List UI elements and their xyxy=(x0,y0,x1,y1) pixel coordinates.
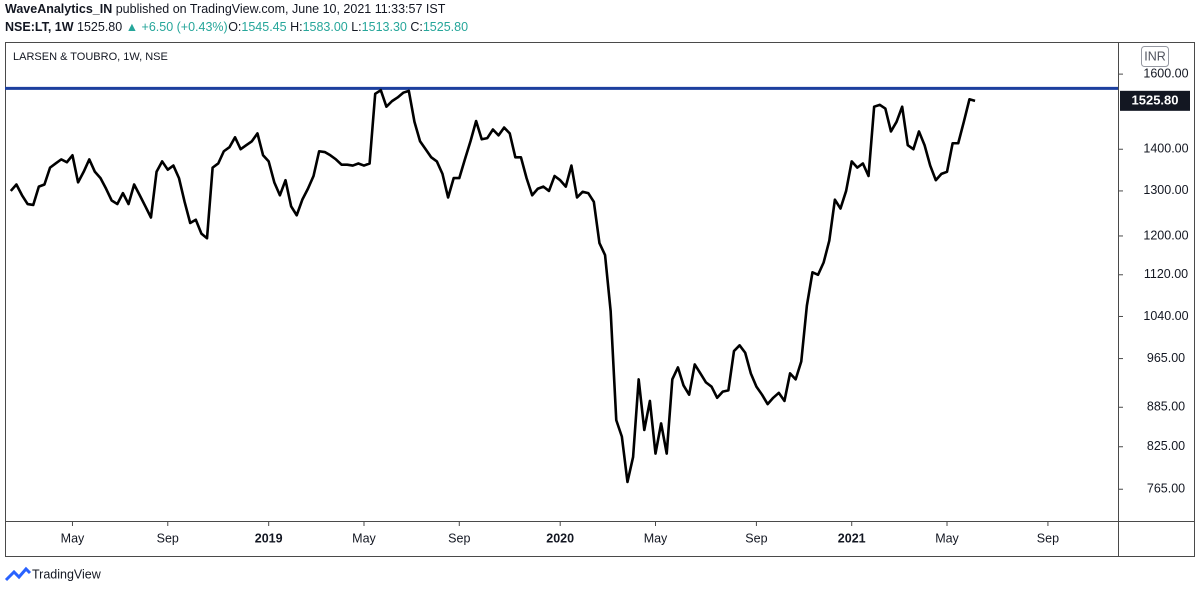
last: 1525.80 xyxy=(77,20,122,34)
high: 1583.00 xyxy=(303,20,348,34)
quote-line: NSE:LT, 1W 1525.80 ▲ +6.50 (+0.43%) O:15… xyxy=(5,20,468,34)
y-tick-label: 1300.00 xyxy=(1143,183,1188,197)
x-tick-label: Sep xyxy=(1037,531,1059,545)
chart-title: LARSEN & TOUBRO, 1W, NSE xyxy=(13,51,168,63)
low-label: L: xyxy=(351,20,361,34)
y-tick-label: 765.00 xyxy=(1147,482,1185,496)
brand-logo xyxy=(4,566,32,582)
y-tick-label: 965.00 xyxy=(1147,351,1185,365)
x-tick-label: May xyxy=(352,531,376,545)
currency-box xyxy=(1141,46,1169,67)
published-text: published on TradingView.com, June 10, 2… xyxy=(116,2,446,16)
publisher: WaveAnalytics_IN xyxy=(5,2,112,16)
y-tick-label: 1400.00 xyxy=(1143,142,1188,156)
brand-icon xyxy=(4,566,32,582)
x-tick-label: 2021 xyxy=(838,531,866,545)
x-tick-label: 2020 xyxy=(546,531,574,545)
symbol: NSE:LT, 1W xyxy=(5,20,74,34)
x-tick-label: May xyxy=(935,531,959,545)
y-tick-label: 885.00 xyxy=(1147,400,1185,414)
close-label: C: xyxy=(410,20,423,34)
close: 1525.80 xyxy=(423,20,468,34)
brand: TradingView xyxy=(32,567,102,581)
open-label: O: xyxy=(228,20,241,34)
last-price-label: 1525.80 xyxy=(1132,92,1179,107)
x-tick-label: May xyxy=(61,531,85,545)
x-tick-label: 2019 xyxy=(255,531,283,545)
y-tick-label: 1600.00 xyxy=(1143,66,1188,80)
currency: INR xyxy=(1144,49,1166,63)
header-line: WaveAnalytics_IN published on TradingVie… xyxy=(5,2,446,16)
last-price-tag xyxy=(1120,90,1190,111)
y-tick-label: 1200.00 xyxy=(1143,228,1188,242)
y-tick-label: 1120.00 xyxy=(1144,267,1188,281)
x-tick-label: Sep xyxy=(448,531,470,545)
open: 1545.45 xyxy=(241,20,286,34)
high-label: H: xyxy=(290,20,303,34)
x-tick-label: Sep xyxy=(745,531,767,545)
x-tick-label: May xyxy=(644,531,668,545)
frame xyxy=(5,42,1195,557)
x-tick-label: Sep xyxy=(157,531,179,545)
change: ▲ +6.50 (+0.43%) xyxy=(126,20,228,34)
y-tick-label: 825.00 xyxy=(1147,439,1185,453)
y-tick-label: 1040.00 xyxy=(1143,309,1188,323)
low: 1513.30 xyxy=(362,20,407,34)
price-line xyxy=(9,88,976,484)
